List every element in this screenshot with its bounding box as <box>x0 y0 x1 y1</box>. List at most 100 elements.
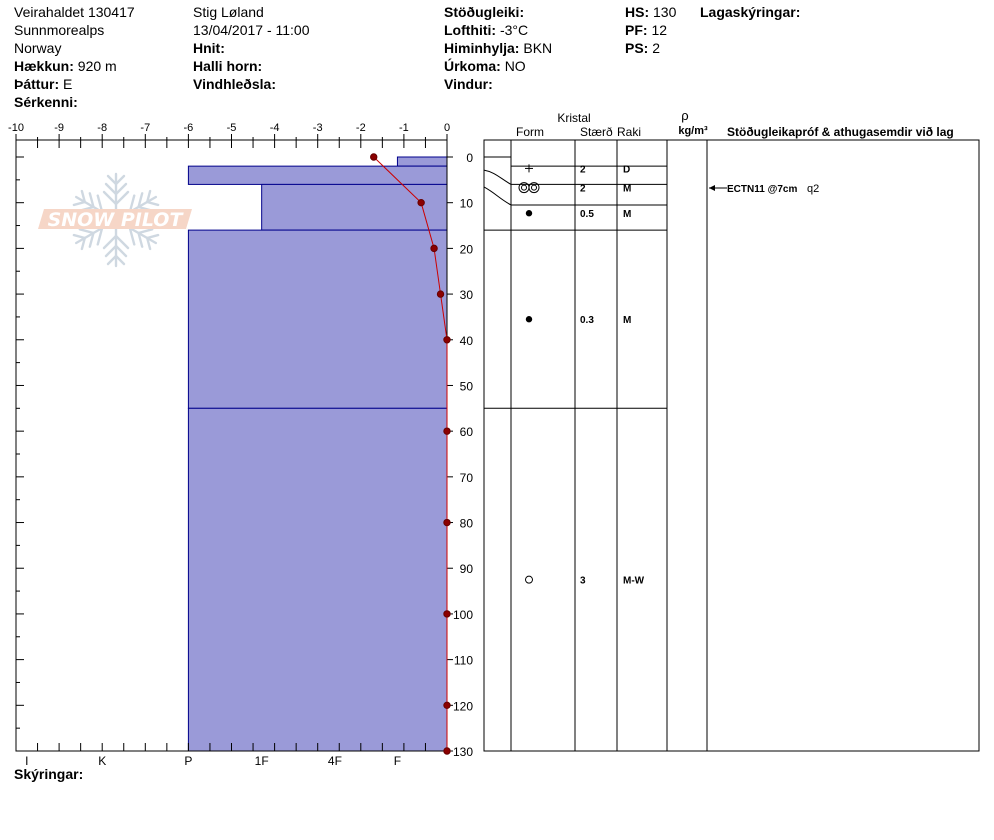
hardness-label: F <box>394 754 401 768</box>
temperature-point <box>443 747 451 755</box>
table-frame <box>483 139 980 752</box>
slope-field: Halli horn: <box>193 57 262 75</box>
temperature-point <box>370 153 378 161</box>
depth-tick-label: 60 <box>460 425 474 439</box>
ps-label: PS: <box>625 40 649 56</box>
connector-line <box>483 186 512 206</box>
hardness-label: P <box>184 754 192 768</box>
moisture-value: M <box>623 209 631 220</box>
temp-tick-label: -9 <box>54 122 64 134</box>
grain-size-value: 0.3 <box>580 315 594 326</box>
test-pointer-arrow <box>709 184 715 191</box>
hardness-label: 4F <box>328 754 342 768</box>
density-symbol: ρ <box>681 108 688 123</box>
melt-forms-symbol <box>521 184 527 191</box>
depth-tick-label: 90 <box>460 562 474 576</box>
hardness-layer-bar <box>187 165 448 185</box>
temperature-point <box>417 198 425 207</box>
test-result-text: ECTN11 @7cm <box>727 184 797 195</box>
test-quality: q2 <box>807 183 819 195</box>
stability-field: Stöðugleiki: <box>444 3 524 21</box>
hardness-label: I <box>25 754 28 768</box>
depth-tick-label: 110 <box>454 654 473 668</box>
aspect-label: Þáttur: <box>14 76 60 92</box>
melt-forms-symbol <box>528 182 540 194</box>
temp-tick-label: -1 <box>399 122 409 134</box>
aspect-field: Þáttur: E <box>14 75 72 93</box>
temperature-point <box>443 518 451 527</box>
grain-size-value: 2 <box>580 164 586 175</box>
size-header: Stærð <box>580 125 613 139</box>
air-temp-label: Lofthiti: <box>444 22 497 38</box>
location-label: Veirahaldet 130417 <box>14 4 135 20</box>
temperature-point <box>443 336 451 344</box>
melt-forms-symbol <box>531 184 537 191</box>
wind-loading-field: Vindhleðsla: <box>193 75 276 93</box>
temperature-point <box>443 701 451 710</box>
slope-label: Halli horn: <box>193 58 263 74</box>
moisture-value: M-W <box>623 576 645 587</box>
form-header: Form <box>516 125 544 139</box>
wind-loading-label: Vindhleðsla: <box>193 76 276 92</box>
elevation-label: Hækkun: <box>14 58 74 74</box>
sky-value: BKN <box>523 40 553 56</box>
density-unit: kg/m³ <box>678 125 708 137</box>
layer-notes-label: Lagaskýringar: <box>700 4 801 20</box>
precip-field: Úrkoma: NO <box>444 57 526 75</box>
depth-tick-label: 10 <box>460 197 474 211</box>
ps-field: PS: 2 <box>625 39 660 57</box>
snow-pilot-logo: SNOW PILOT <box>38 172 192 268</box>
hs-field: HS: 130 <box>625 3 676 21</box>
air-temp-value: -3°C <box>499 22 529 38</box>
datetime-label: 13/04/2017 - 11:00 <box>193 22 310 38</box>
grain-size-value: 3 <box>580 576 586 587</box>
pf-value: 12 <box>651 22 668 38</box>
hardness-label: 1F <box>255 754 269 768</box>
depth-tick-label: 100 <box>453 608 473 622</box>
elevation-value: 920 m <box>77 58 117 74</box>
temp-tick-label: -10 <box>8 122 24 134</box>
rounded-grains-symbol <box>525 316 533 323</box>
temperature-point <box>430 244 438 253</box>
grain-size-value: 0.5 <box>580 209 594 220</box>
moisture-value: D <box>623 164 630 175</box>
depth-tick-label: 50 <box>460 379 474 393</box>
depth-tick-label: 80 <box>460 517 474 531</box>
ps-value: 2 <box>652 40 661 56</box>
moisture-value: M <box>623 315 631 326</box>
hardness-label: K <box>98 754 106 768</box>
moisture-header: Raki <box>617 125 641 139</box>
temperature-point <box>443 427 451 435</box>
hardness-layer-bar <box>396 156 448 167</box>
depth-tick-label: 120 <box>453 699 473 713</box>
crystal-header: Kristal <box>557 111 590 125</box>
temperature-point <box>436 290 445 298</box>
coords-label: Hnit: <box>193 40 225 56</box>
moisture-value: M <box>623 184 631 195</box>
temp-tick-label: -8 <box>97 122 107 134</box>
melt-freeze-crust-symbol <box>525 575 533 584</box>
sky-label: Himinhylja: <box>444 40 520 56</box>
temp-tick-label: 0 <box>444 122 450 134</box>
depth-tick-label: 0 <box>466 151 473 165</box>
sky-field: Himinhylja: BKN <box>444 39 552 57</box>
temperature-line <box>373 156 448 751</box>
hardness-layer-bar <box>187 407 448 752</box>
depth-tick-label: 40 <box>460 334 474 348</box>
temp-tick-label: -5 <box>227 122 237 134</box>
hardness-layer-bar <box>261 183 448 231</box>
region-label: Sunnmorealps <box>14 22 105 38</box>
legend-label: Skýringar: <box>14 766 84 782</box>
pf-field: PF: 12 <box>625 21 667 39</box>
precip-value: NO <box>504 58 526 74</box>
elevation-field: Hækkun: 920 m <box>14 57 117 75</box>
depth-tick-label: 70 <box>460 471 474 485</box>
temp-tick-label: -2 <box>356 122 366 134</box>
depth-tick-label: 130 <box>453 745 473 759</box>
layer-notes-field: Lagaskýringar: <box>700 3 800 21</box>
temp-tick-label: -6 <box>184 122 194 134</box>
depth-tick-label: 20 <box>460 242 474 256</box>
hs-value: 130 <box>653 4 677 20</box>
legend-field: Skýringar: <box>14 765 83 783</box>
